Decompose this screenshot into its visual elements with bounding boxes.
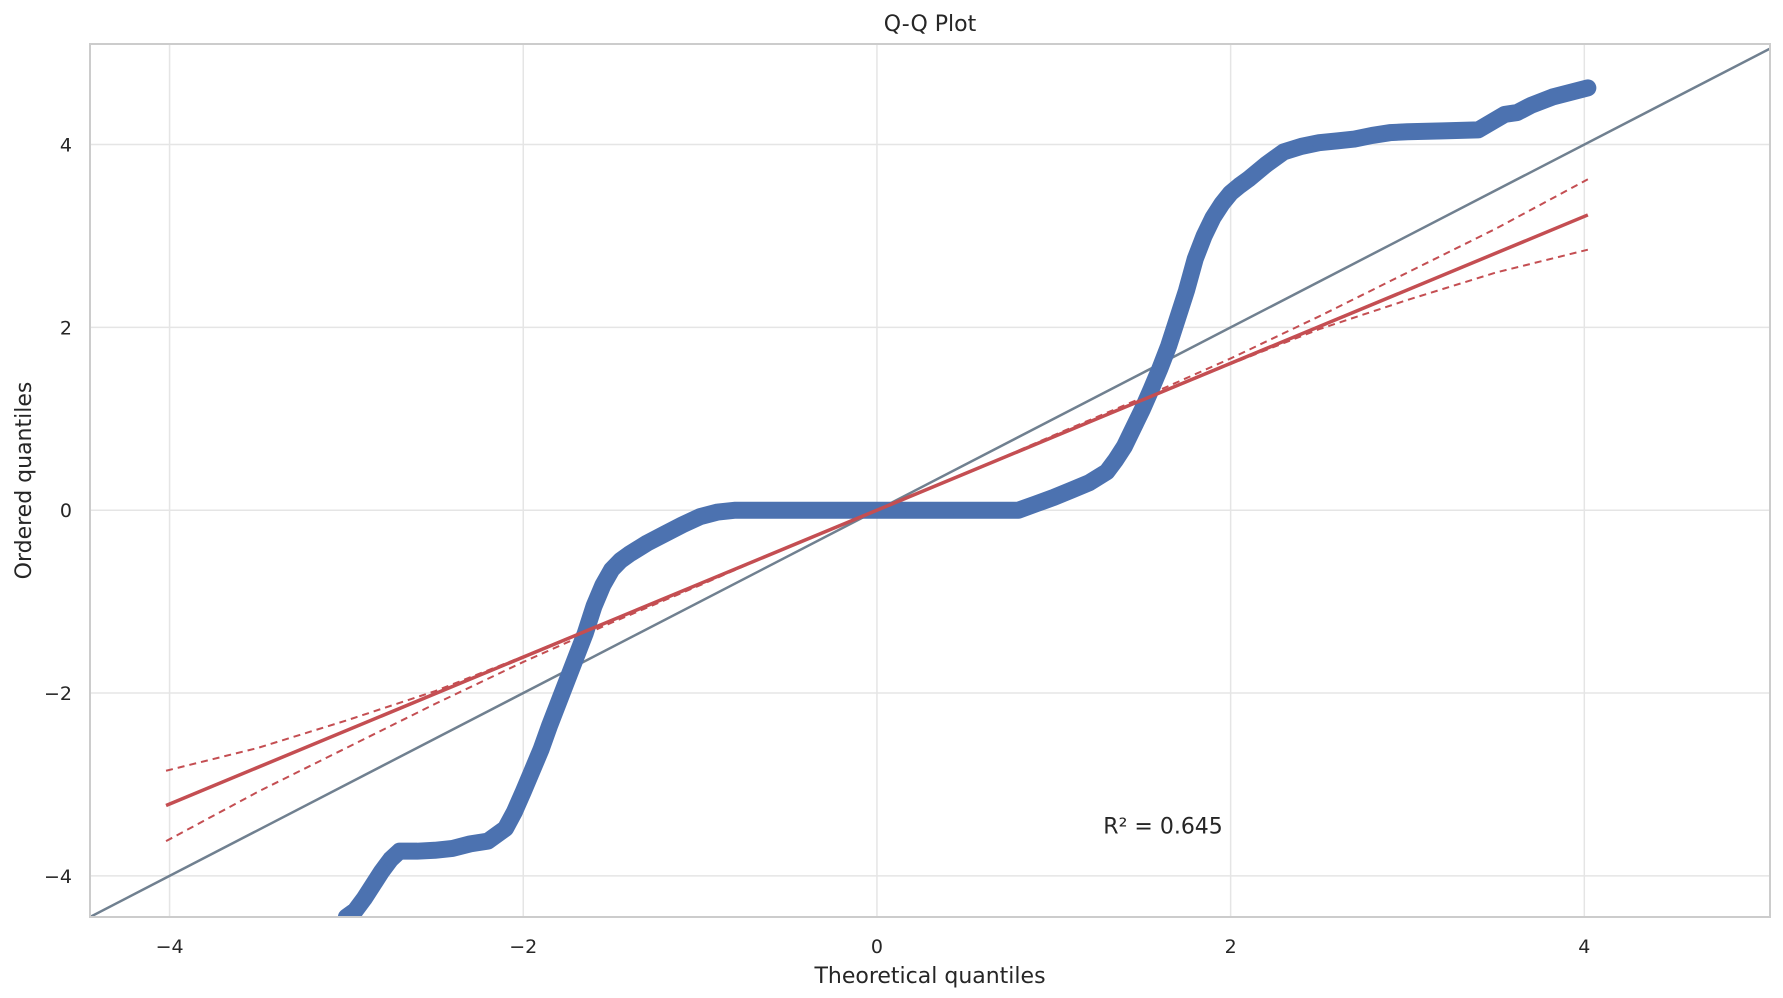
x-tick-label: −4 (156, 936, 184, 958)
data-point (427, 843, 442, 858)
data-point (728, 503, 743, 518)
data-point (799, 503, 814, 518)
data-point (1312, 135, 1327, 150)
data-point (940, 503, 955, 518)
data-point (657, 526, 672, 541)
reference-line (90, 47, 1770, 917)
data-point (1188, 251, 1203, 266)
data-point (1011, 503, 1026, 518)
x-tick-label: 0 (871, 936, 883, 958)
data-point (348, 903, 363, 917)
data-point (525, 763, 540, 778)
data-point (640, 536, 655, 551)
data-point (560, 672, 575, 687)
data-point (1170, 311, 1185, 326)
data-point (357, 891, 372, 906)
data-point (1276, 144, 1291, 159)
data-point (587, 599, 601, 614)
fit-line-layer (165, 213, 1589, 808)
data-point (675, 517, 690, 532)
point-cloud (337, 79, 1597, 917)
data-point (1099, 464, 1114, 479)
data-point (1161, 338, 1176, 353)
x-tick-label: 2 (1225, 936, 1237, 958)
y-tick-label: 0 (60, 500, 72, 522)
x-tick-label: 4 (1578, 936, 1590, 958)
y-axis-label: Ordered quantiles (12, 382, 37, 580)
data-point (1205, 210, 1220, 225)
data-point (976, 503, 991, 518)
data-point (365, 878, 380, 893)
y-tick-label: −4 (44, 866, 72, 888)
data-point (1400, 124, 1415, 139)
data-point (374, 864, 389, 879)
y-tick-label: 2 (60, 317, 72, 339)
data-point (1214, 196, 1229, 211)
data-point (1029, 496, 1044, 511)
data-point (595, 578, 610, 593)
data-point (1524, 98, 1539, 113)
data-point (834, 503, 849, 518)
x-tick-label: −2 (509, 936, 537, 958)
y-tick-label: −2 (44, 683, 72, 705)
r-squared-annotation: R² = 0.645 (1103, 815, 1223, 840)
y-tick-label: 4 (60, 135, 72, 157)
data-point (533, 742, 548, 757)
data-point (463, 836, 478, 851)
data-point (1510, 105, 1525, 120)
data-point (1497, 107, 1512, 122)
data-point (498, 821, 513, 836)
data-point (1294, 139, 1309, 154)
data-point (693, 509, 708, 524)
data-point (1347, 132, 1362, 147)
data-point (1259, 157, 1273, 172)
data-point (516, 784, 531, 799)
data-point (1580, 80, 1595, 95)
data-point (1197, 228, 1212, 243)
data-point (1471, 122, 1486, 137)
data-point (1126, 420, 1141, 435)
data-point (1365, 128, 1380, 143)
data-points (337, 79, 1597, 917)
plot-frame (89, 43, 1771, 918)
data-point (604, 562, 619, 577)
data-point (710, 505, 725, 520)
data-point (569, 649, 584, 664)
data-point (392, 844, 407, 859)
data-point (1046, 490, 1061, 505)
data-point (383, 852, 398, 867)
data-point (905, 503, 920, 518)
y-tick-labels: −4 −2 0 2 4 (44, 135, 72, 888)
x-tick-labels: −4 −2 0 2 4 (156, 936, 1591, 958)
data-point (763, 503, 778, 518)
data-point (480, 834, 495, 849)
data-point (1082, 475, 1097, 490)
data-point (1152, 361, 1167, 376)
data-point (1382, 125, 1397, 140)
data-point (1545, 90, 1560, 105)
x-axis-label: Theoretical quantiles (813, 964, 1045, 989)
data-point (551, 695, 566, 710)
data-point (1435, 123, 1450, 138)
data-point (1117, 439, 1132, 454)
data-point (1108, 452, 1123, 467)
data-point (1179, 283, 1194, 298)
chart-title: Q-Q Plot (884, 12, 977, 37)
data-point (507, 804, 522, 819)
fit-line (165, 213, 1589, 808)
data-point (1241, 172, 1256, 187)
data-point (445, 841, 460, 856)
data-point (410, 844, 425, 859)
data-point (1329, 133, 1344, 148)
data-point (542, 718, 557, 733)
data-point (1064, 483, 1079, 498)
data-point (1135, 402, 1150, 417)
reference-line-layer (90, 47, 1770, 917)
